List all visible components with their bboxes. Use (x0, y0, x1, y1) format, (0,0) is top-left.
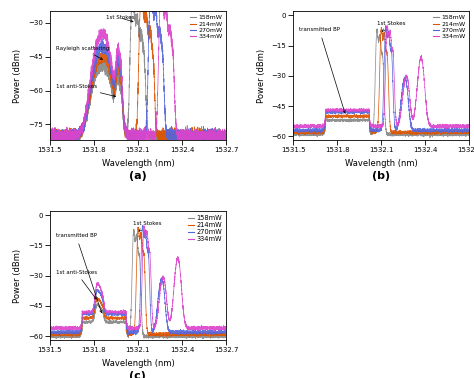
Text: 1st Stokes: 1st Stokes (106, 15, 134, 22)
Y-axis label: Power (dBm): Power (dBm) (256, 49, 265, 103)
Legend: 158mW, 214mW, 270mW, 334mW: 158mW, 214mW, 270mW, 334mW (189, 14, 223, 40)
Text: 1st anti-Stokes: 1st anti-Stokes (55, 84, 115, 97)
Text: 1st Stokes: 1st Stokes (134, 222, 162, 231)
Text: Rayleigh scattering: Rayleigh scattering (55, 46, 109, 59)
Y-axis label: Power (dBm): Power (dBm) (13, 249, 22, 303)
X-axis label: Wavelength (nm): Wavelength (nm) (345, 159, 418, 168)
Legend: 158mW, 214mW, 270mW, 334mW: 158mW, 214mW, 270mW, 334mW (187, 215, 223, 243)
X-axis label: Wavelength (nm): Wavelength (nm) (101, 359, 174, 368)
Text: (a): (a) (129, 171, 147, 181)
Y-axis label: Power (dBm): Power (dBm) (13, 49, 22, 103)
Text: 1st anti-Stokes: 1st anti-Stokes (55, 270, 97, 299)
X-axis label: Wavelength (nm): Wavelength (nm) (101, 159, 174, 168)
Text: transmitted BP: transmitted BP (299, 28, 345, 113)
Legend: 158mW, 214mW, 270mW, 334mW: 158mW, 214mW, 270mW, 334mW (432, 14, 466, 40)
Text: (b): (b) (372, 171, 390, 181)
Text: 1st Stokes: 1st Stokes (377, 22, 405, 31)
Text: transmitted BP: transmitted BP (55, 234, 102, 313)
Text: (c): (c) (129, 371, 146, 378)
